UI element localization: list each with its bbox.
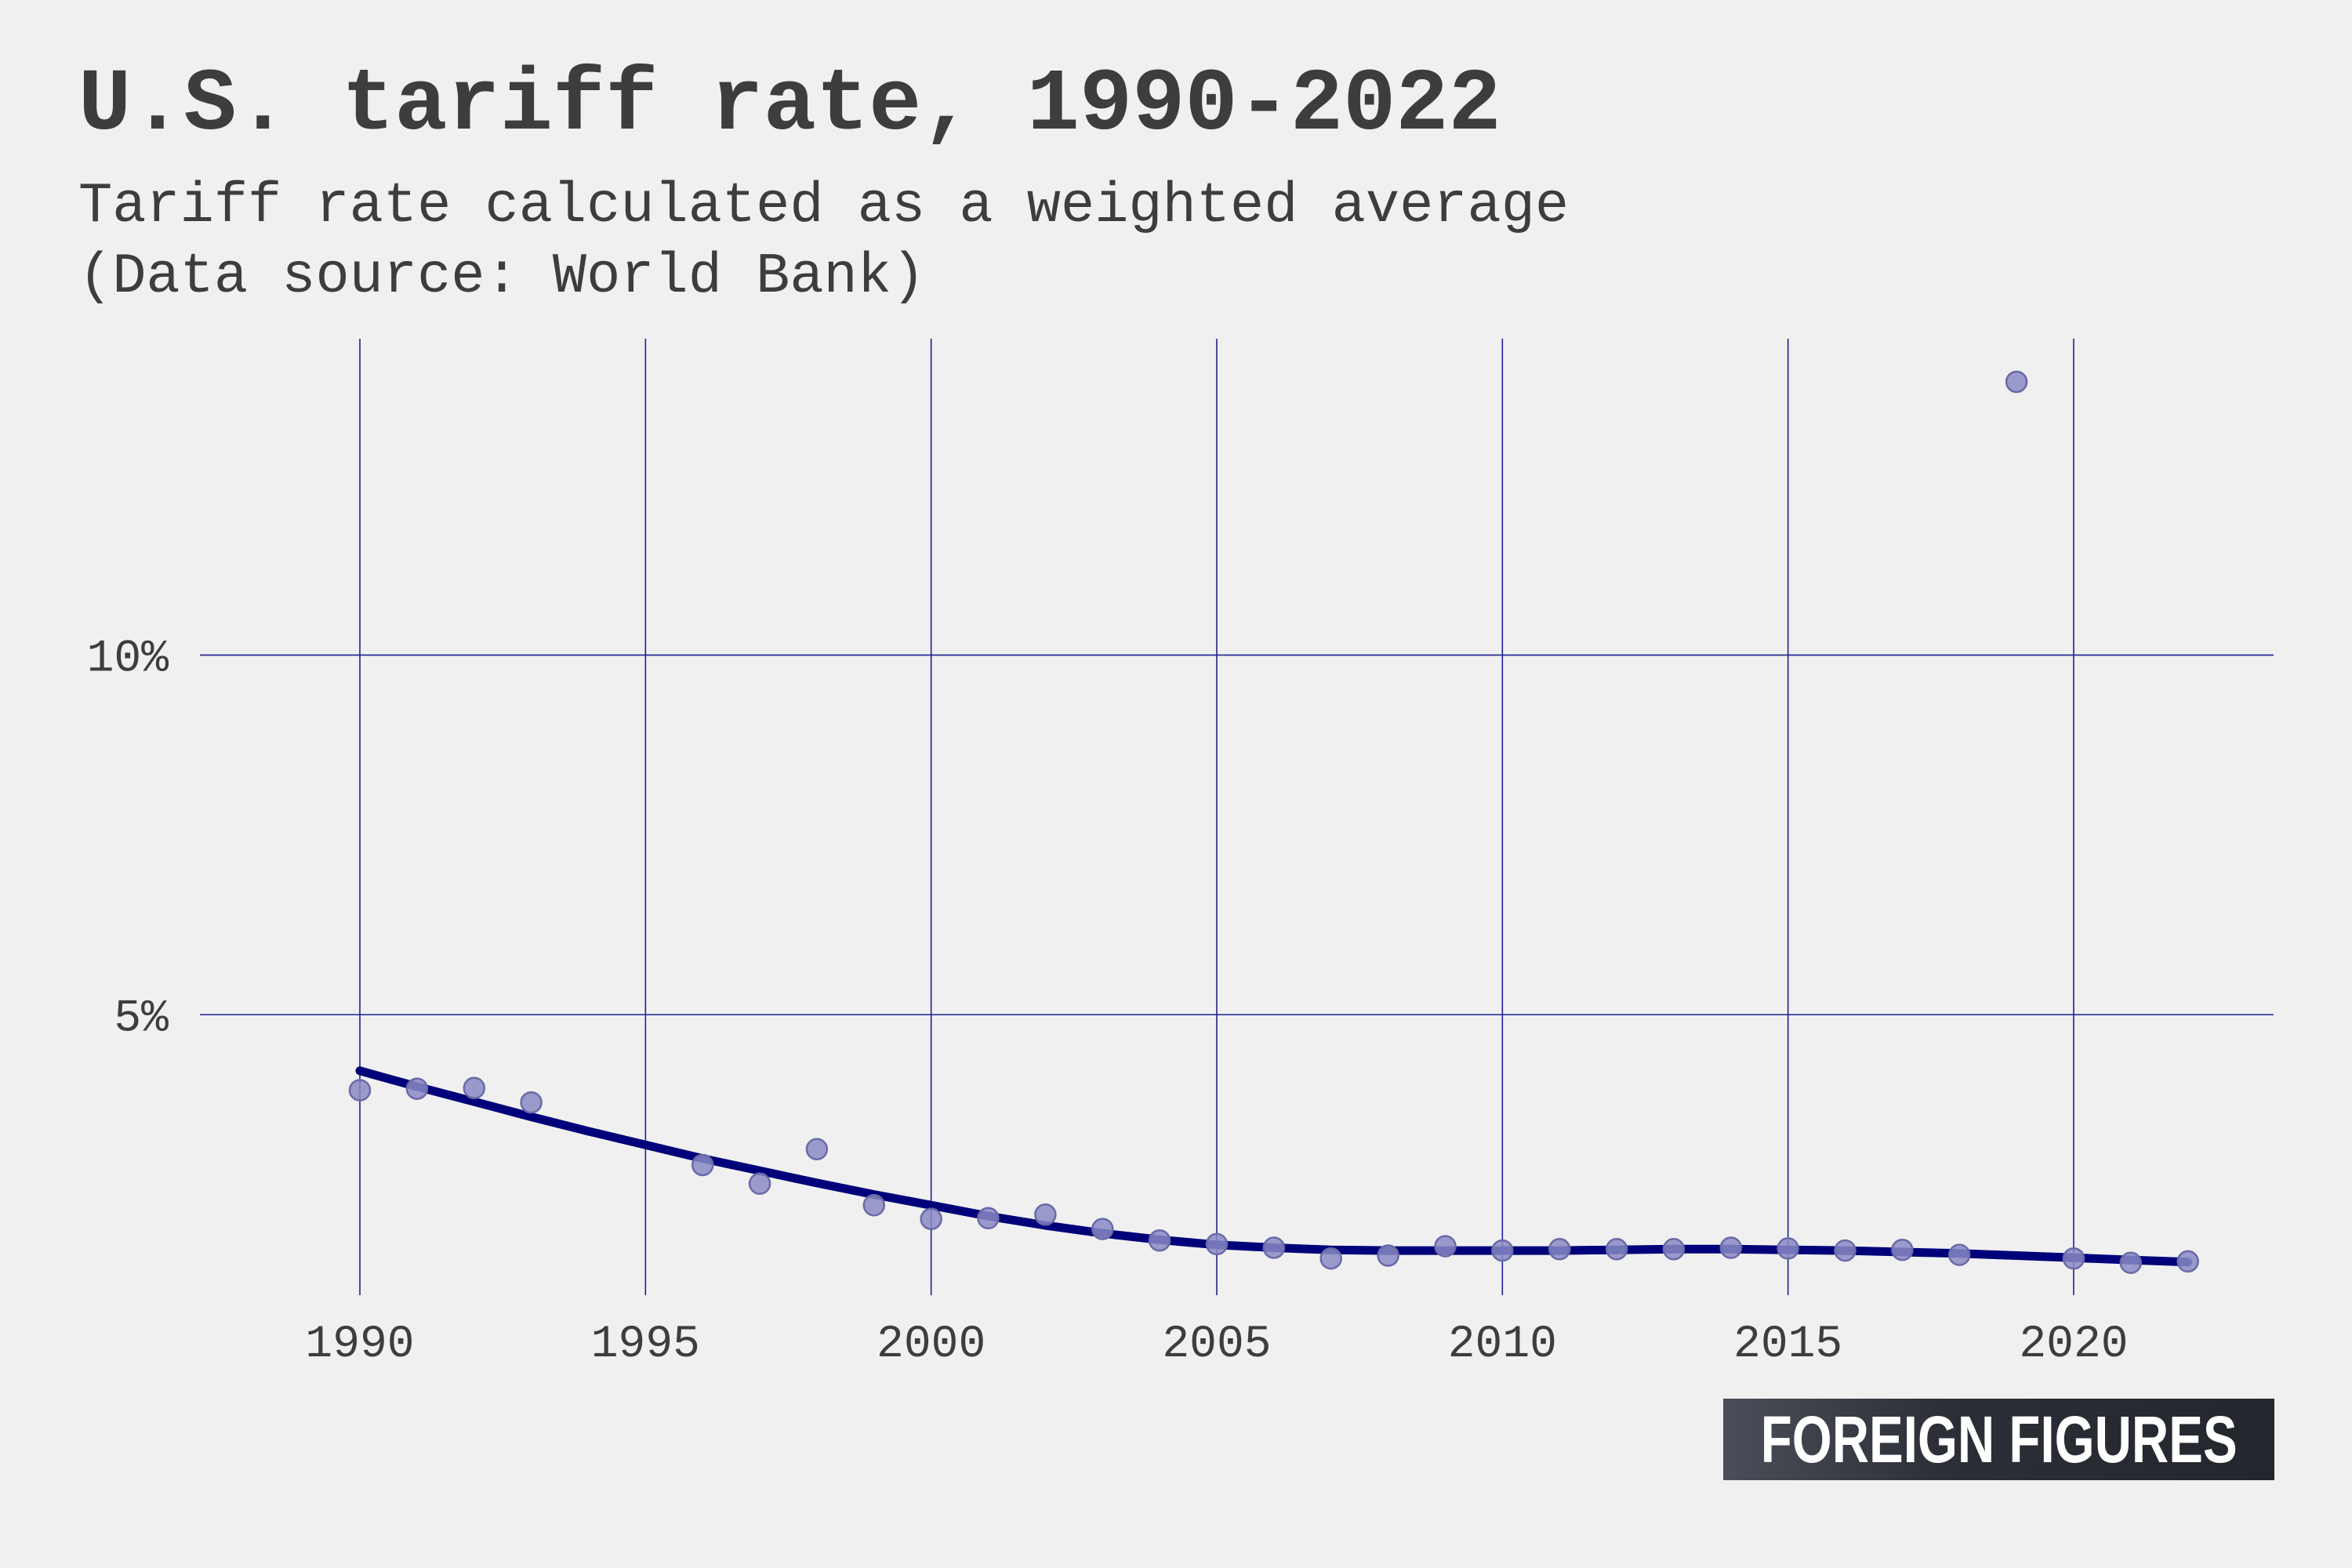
gridlines — [200, 339, 2274, 1295]
data-point-2002 — [1034, 1203, 1057, 1226]
foreign-figures-logo: FOREIGN FIGURES — [1723, 1399, 2274, 1480]
data-point-2004 — [1148, 1229, 1171, 1252]
data-point-2018 — [1947, 1243, 1971, 1266]
data-point-2016 — [1834, 1239, 1857, 1262]
data-point-1996 — [691, 1153, 714, 1177]
x-tick-label-1990: 1990 — [305, 1319, 414, 1370]
data-point-2011 — [1548, 1238, 1571, 1261]
data-point-2020 — [2062, 1247, 2085, 1270]
data-point-2022 — [2176, 1250, 2199, 1273]
chart-title: U.S. tariff rate, 1990-2022 — [78, 56, 1501, 155]
data-point-2014 — [1719, 1236, 1743, 1259]
trend-line-group — [355, 1066, 2193, 1267]
data-point-1998 — [805, 1138, 829, 1161]
data-point-2007 — [1319, 1247, 1342, 1270]
data-point-2012 — [1605, 1238, 1628, 1261]
data-point-2003 — [1091, 1218, 1114, 1240]
data-point-1992 — [463, 1076, 486, 1100]
data-points — [348, 370, 2199, 1274]
data-point-2019 — [2005, 370, 2028, 394]
x-tick-label-2010: 2010 — [1448, 1319, 1557, 1370]
data-point-2006 — [1262, 1236, 1286, 1259]
data-point-2013 — [1662, 1238, 1686, 1261]
logo-text: FOREIGN FIGURES — [1760, 1402, 2238, 1476]
x-tick-label-2015: 2015 — [1733, 1319, 1842, 1370]
data-point-2009 — [1434, 1235, 1457, 1258]
data-point-1991 — [405, 1077, 429, 1100]
data-point-2000 — [920, 1207, 942, 1231]
data-point-2001 — [977, 1207, 1000, 1230]
trend-line — [355, 1066, 2193, 1267]
data-point-1997 — [748, 1172, 771, 1196]
y-tick-label-10: 10% — [87, 634, 169, 685]
data-point-2010 — [1491, 1239, 1514, 1262]
data-point-2015 — [1777, 1237, 1799, 1260]
data-point-1999 — [862, 1194, 886, 1217]
data-point-2005 — [1205, 1232, 1229, 1256]
x-tick-label-1995: 1995 — [591, 1319, 700, 1370]
data-point-2008 — [1377, 1244, 1399, 1267]
data-point-2017 — [1891, 1238, 1914, 1261]
x-tick-label-2000: 2000 — [877, 1319, 985, 1370]
data-point-1993 — [520, 1091, 543, 1114]
x-tick-label-2005: 2005 — [1162, 1319, 1271, 1370]
data-point-2021 — [2119, 1251, 2143, 1274]
x-tick-label-2020: 2020 — [2019, 1319, 2128, 1370]
axis-tick-labels: 1990 1995 2000 2005 2010 2015 2020 5% 10% — [87, 634, 2129, 1370]
chart-subtitle-line-2: (Data source: World Bank) — [78, 245, 926, 309]
data-point-1990 — [348, 1079, 372, 1102]
y-tick-label-5: 5% — [114, 993, 169, 1044]
chart-subtitle-line-1: Tariff rate calculated as a weighted ave… — [78, 174, 1570, 238]
